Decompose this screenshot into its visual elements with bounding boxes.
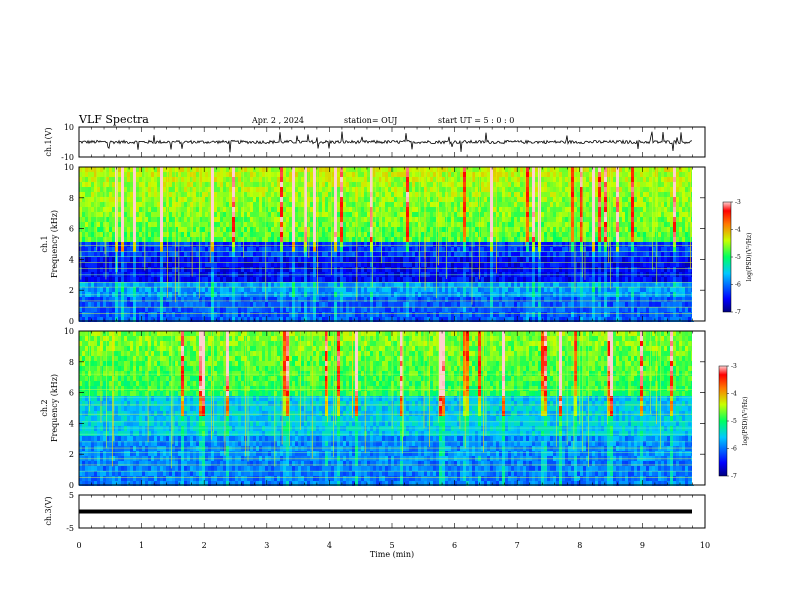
ch2-colorbar-label: log(PSD)(V²/Hz) [742,397,749,446]
ch1-spectrogram-panel: 0 2 4 6 8 10 ch.1 Frequency (kHz) [40,163,705,326]
y-tick-label: 0 [69,317,74,326]
ch2-spectrogram-panel: 0 2 4 6 8 10 ch.2 Frequency (kHz) [40,327,705,490]
y-tick-label: 8 [69,194,74,203]
ch2-colorbar: -3 -4 -5 -6 -7 log(PSD)(V²/Hz) [719,363,749,480]
y-tick-label: 6 [69,389,74,398]
ch1-colorbar-label: log(PSD)(V²/Hz) [746,233,753,282]
x-tick-label: 2 [202,541,207,550]
ch1-no-data-strip [692,167,705,321]
x-tick-label: 3 [264,541,269,550]
x-tick-label: 0 [76,541,81,550]
y-tick-label: 10 [64,163,74,172]
ch1-spectrogram-image [79,167,694,322]
colorbar-tick-label: -5 [731,418,737,425]
figure-title: VLF Spectra [78,113,149,126]
ch2-spectrogram-image [79,331,694,486]
ch1-frequency-label: Frequency (kHz) [50,210,59,278]
ch3-waveform-panel: 5 -5 ch.3(V) [44,491,705,533]
ch1-colorbar-gradient [723,202,731,312]
ch1-ytick-bottom: -10 [61,153,74,162]
colorbar-tick-label: -5 [735,254,741,261]
x-tick-label: 5 [389,541,394,550]
colorbar-tick-label: -4 [731,391,737,398]
x-tick-label: 4 [327,541,332,550]
ch1-channel-label: ch.1 [40,235,49,252]
y-tick-label: 4 [69,419,74,428]
ch1-colorbar: -3 -4 -5 -6 -7 log(PSD)(V²/Hz) [723,199,753,316]
y-tick-label: 2 [69,450,74,459]
date-label: Apr. 2 , 2024 [251,116,304,125]
x-tick-label: 9 [640,541,645,550]
colorbar-tick-label: -7 [735,309,741,316]
x-tick-label: 8 [577,541,582,550]
time-axis-label: Time (min) [370,550,414,559]
y-tick-label: 6 [69,225,74,234]
ch2-channel-label: ch.2 [40,399,49,416]
start-ut-label: start UT = 5 : 0 : 0 [438,116,514,125]
colorbar-tick-label: -3 [731,363,737,370]
x-tick-label: 7 [515,541,520,550]
ch1-ytick-top: 10 [64,123,74,132]
y-tick-label: 8 [69,358,74,367]
y-tick-label: 4 [69,255,74,264]
y-tick-label: 10 [64,327,74,336]
ch3-ytick-bottom: -5 [66,524,74,533]
ch2-colorbar-gradient [719,366,727,476]
ch1-waveform-panel: 10 -10 ch.1(V) [44,123,705,162]
x-tick-label: 10 [700,541,710,550]
y-tick-label: 0 [69,481,74,490]
ch2-frequency-label: Frequency (kHz) [50,374,59,442]
ch1-waveform-ylabel: ch.1(V) [44,127,53,156]
ch2-no-data-strip [692,331,705,485]
colorbar-tick-label: -6 [735,282,741,289]
colorbar-tick-label: -6 [731,446,737,453]
y-tick-label: 2 [69,286,74,295]
colorbar-tick-label: -3 [735,199,741,206]
station-label: station= OUJ [344,116,397,125]
x-tick-label: 1 [139,541,144,550]
colorbar-tick-label: -4 [735,227,741,234]
colorbar-tick-label: -7 [731,473,737,480]
ch3-ytick-top: 5 [69,491,74,500]
ch3-waveform-ylabel: ch.3(V) [44,496,53,525]
x-tick-label: 6 [452,541,457,550]
